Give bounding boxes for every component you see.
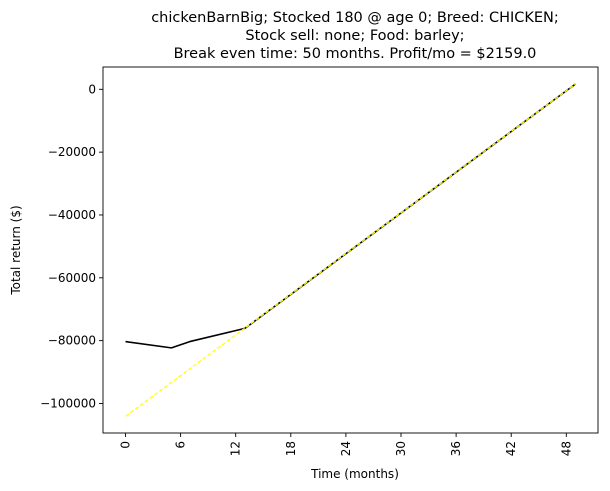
y-tick-label-2: −40000 — [48, 208, 96, 222]
x-tick-label-6: 6 — [174, 441, 188, 449]
x-tick-label-18: 18 — [284, 441, 298, 456]
x-tick-label-24: 24 — [339, 441, 353, 456]
series-line-1 — [125, 83, 576, 349]
x-tick-label-0: 0 — [119, 441, 133, 449]
chart-title-line-2: Stock sell: none; Food: barley; — [245, 28, 464, 44]
x-tick-label-12: 12 — [229, 441, 243, 456]
y-tick-label-1: −20000 — [48, 145, 96, 159]
x-tick-label-42: 42 — [504, 441, 518, 456]
y-tick-label-5: −100000 — [40, 396, 96, 410]
chart-title-line-3: Break even time: 50 months. Profit/mo = … — [174, 46, 537, 62]
x-axis-label: Time (months) — [310, 467, 399, 481]
chart-title-line-1: chickenBarnBig; Stocked 180 @ age 0; Bre… — [151, 10, 559, 26]
y-tick-label-3: −60000 — [48, 271, 96, 285]
y-tick-label-4: −80000 — [48, 334, 96, 348]
x-tick-label-48: 48 — [559, 441, 573, 456]
x-tick-label-36: 36 — [449, 441, 463, 456]
y-tick-label-0: 0 — [88, 82, 96, 96]
plot-area: 0 6 12 18 24 30 36 42 48 0 −20000 −40000 −60000 −8000… — [40, 66, 599, 456]
x-tick-label-30: 30 — [394, 441, 408, 456]
y-axis-label: Total return ($) — [9, 205, 23, 295]
series-line-2 — [125, 83, 576, 417]
plot-frame — [102, 66, 599, 434]
